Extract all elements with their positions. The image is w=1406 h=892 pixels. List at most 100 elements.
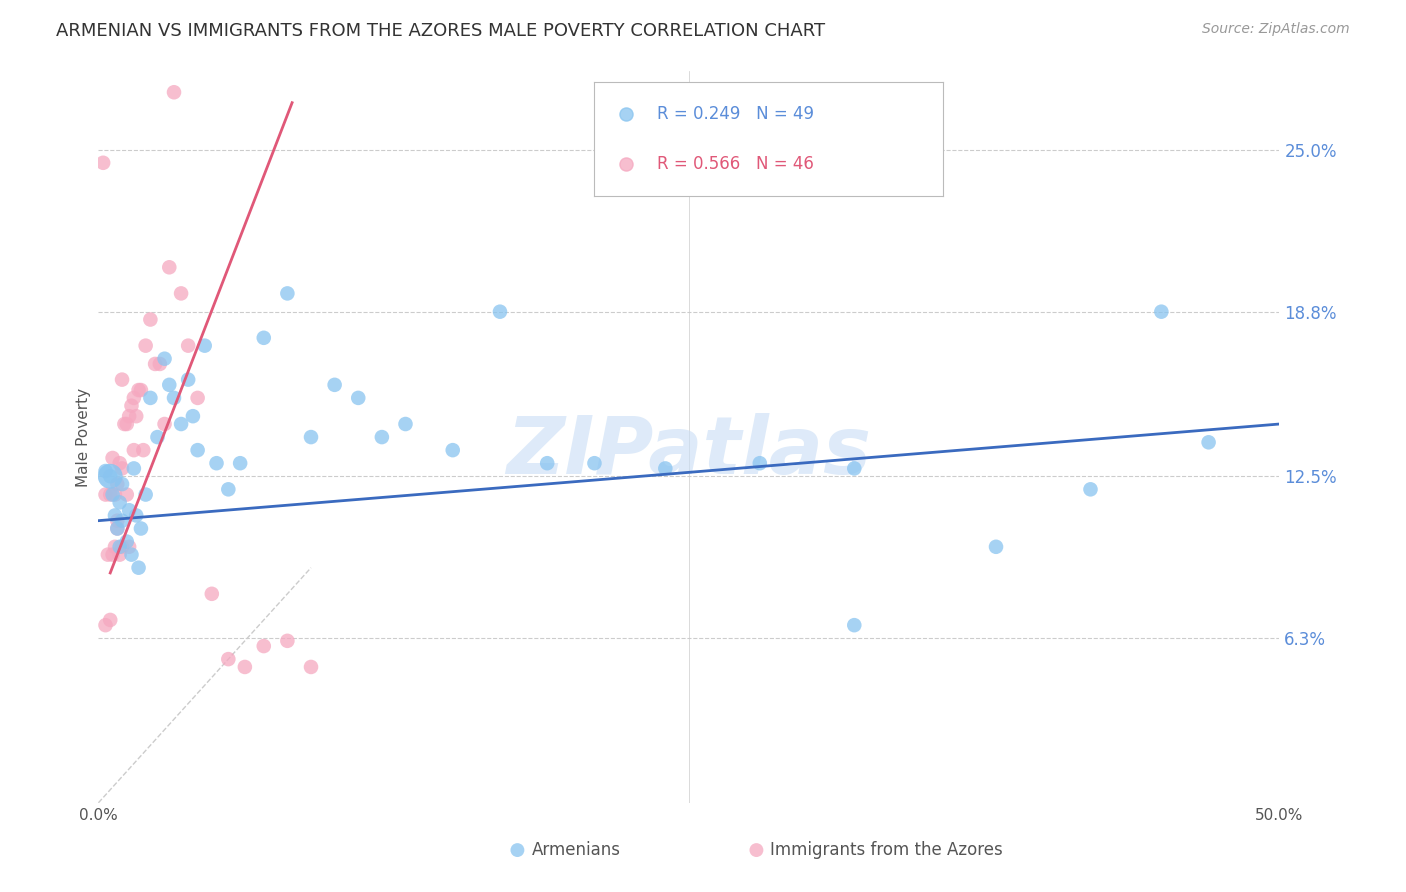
- Point: [536, 456, 558, 470]
- Point: [101, 548, 124, 562]
- Point: [347, 391, 370, 405]
- Point: [1198, 435, 1220, 450]
- Point: [98, 469, 121, 483]
- Point: [111, 373, 134, 387]
- Point: [153, 351, 176, 366]
- Point: [97, 548, 120, 562]
- Point: [105, 521, 128, 535]
- Point: [94, 487, 117, 501]
- Point: [129, 521, 152, 535]
- Point: [217, 483, 239, 497]
- Point: [233, 660, 256, 674]
- Point: [121, 399, 143, 413]
- Point: [112, 417, 135, 431]
- Point: [98, 487, 121, 501]
- Text: ZIPatlas: ZIPatlas: [506, 413, 872, 491]
- Point: [194, 339, 217, 353]
- Point: [115, 487, 138, 501]
- Point: [205, 456, 228, 470]
- Point: [506, 843, 529, 857]
- Y-axis label: Male Poverty: Male Poverty: [76, 387, 91, 487]
- Point: [143, 357, 166, 371]
- Point: [844, 461, 866, 475]
- Point: [844, 618, 866, 632]
- Point: [217, 652, 239, 666]
- Point: [129, 383, 152, 397]
- Point: [157, 377, 180, 392]
- Point: [177, 373, 200, 387]
- Point: [299, 430, 322, 444]
- Point: [118, 503, 141, 517]
- Point: [299, 660, 322, 674]
- Point: [98, 613, 121, 627]
- Point: [128, 560, 150, 574]
- Point: [128, 383, 150, 397]
- Point: [149, 357, 172, 371]
- Point: [121, 548, 143, 562]
- Text: Armenians: Armenians: [531, 841, 620, 859]
- Point: [170, 286, 193, 301]
- Point: [139, 312, 162, 326]
- Point: [745, 843, 768, 857]
- Point: [94, 618, 117, 632]
- Point: [104, 487, 127, 501]
- Point: [105, 477, 128, 491]
- Point: [98, 469, 121, 483]
- Point: [489, 304, 512, 318]
- Point: [139, 391, 162, 405]
- Point: [104, 508, 127, 523]
- Point: [125, 409, 148, 424]
- Point: [108, 456, 131, 470]
- Point: [187, 443, 209, 458]
- Point: [323, 377, 346, 392]
- Point: [111, 461, 134, 475]
- Point: [111, 477, 134, 491]
- Point: [146, 430, 169, 444]
- Point: [91, 156, 114, 170]
- Text: ARMENIAN VS IMMIGRANTS FROM THE AZORES MALE POVERTY CORRELATION CHART: ARMENIAN VS IMMIGRANTS FROM THE AZORES M…: [56, 22, 825, 40]
- Point: [984, 540, 1007, 554]
- Point: [122, 391, 145, 405]
- Point: [1150, 304, 1173, 318]
- Point: [748, 456, 770, 470]
- Point: [105, 514, 128, 528]
- Point: [441, 443, 464, 458]
- Point: [276, 633, 298, 648]
- Point: [105, 521, 128, 535]
- Point: [101, 487, 124, 501]
- Point: [108, 495, 131, 509]
- Point: [181, 409, 204, 424]
- Point: [135, 339, 157, 353]
- Point: [177, 339, 200, 353]
- Point: [1080, 483, 1102, 497]
- Point: [108, 548, 131, 562]
- Point: [111, 540, 134, 554]
- Point: [118, 540, 141, 554]
- Point: [115, 417, 138, 431]
- Point: [153, 417, 176, 431]
- Point: [122, 443, 145, 458]
- Point: [94, 464, 117, 478]
- Point: [104, 540, 127, 554]
- Text: Source: ZipAtlas.com: Source: ZipAtlas.com: [1202, 22, 1350, 37]
- Point: [132, 443, 155, 458]
- Point: [253, 639, 276, 653]
- Point: [253, 331, 276, 345]
- Point: [654, 461, 676, 475]
- Point: [163, 85, 186, 99]
- Point: [118, 409, 141, 424]
- Point: [201, 587, 224, 601]
- Point: [125, 508, 148, 523]
- Point: [583, 456, 606, 470]
- Point: [157, 260, 180, 275]
- Point: [122, 461, 145, 475]
- Point: [163, 391, 186, 405]
- Point: [170, 417, 193, 431]
- Point: [276, 286, 298, 301]
- Point: [229, 456, 252, 470]
- Text: Immigrants from the Azores: Immigrants from the Azores: [770, 841, 1004, 859]
- Point: [187, 391, 209, 405]
- Point: [135, 487, 157, 501]
- Point: [111, 514, 134, 528]
- Point: [108, 540, 131, 554]
